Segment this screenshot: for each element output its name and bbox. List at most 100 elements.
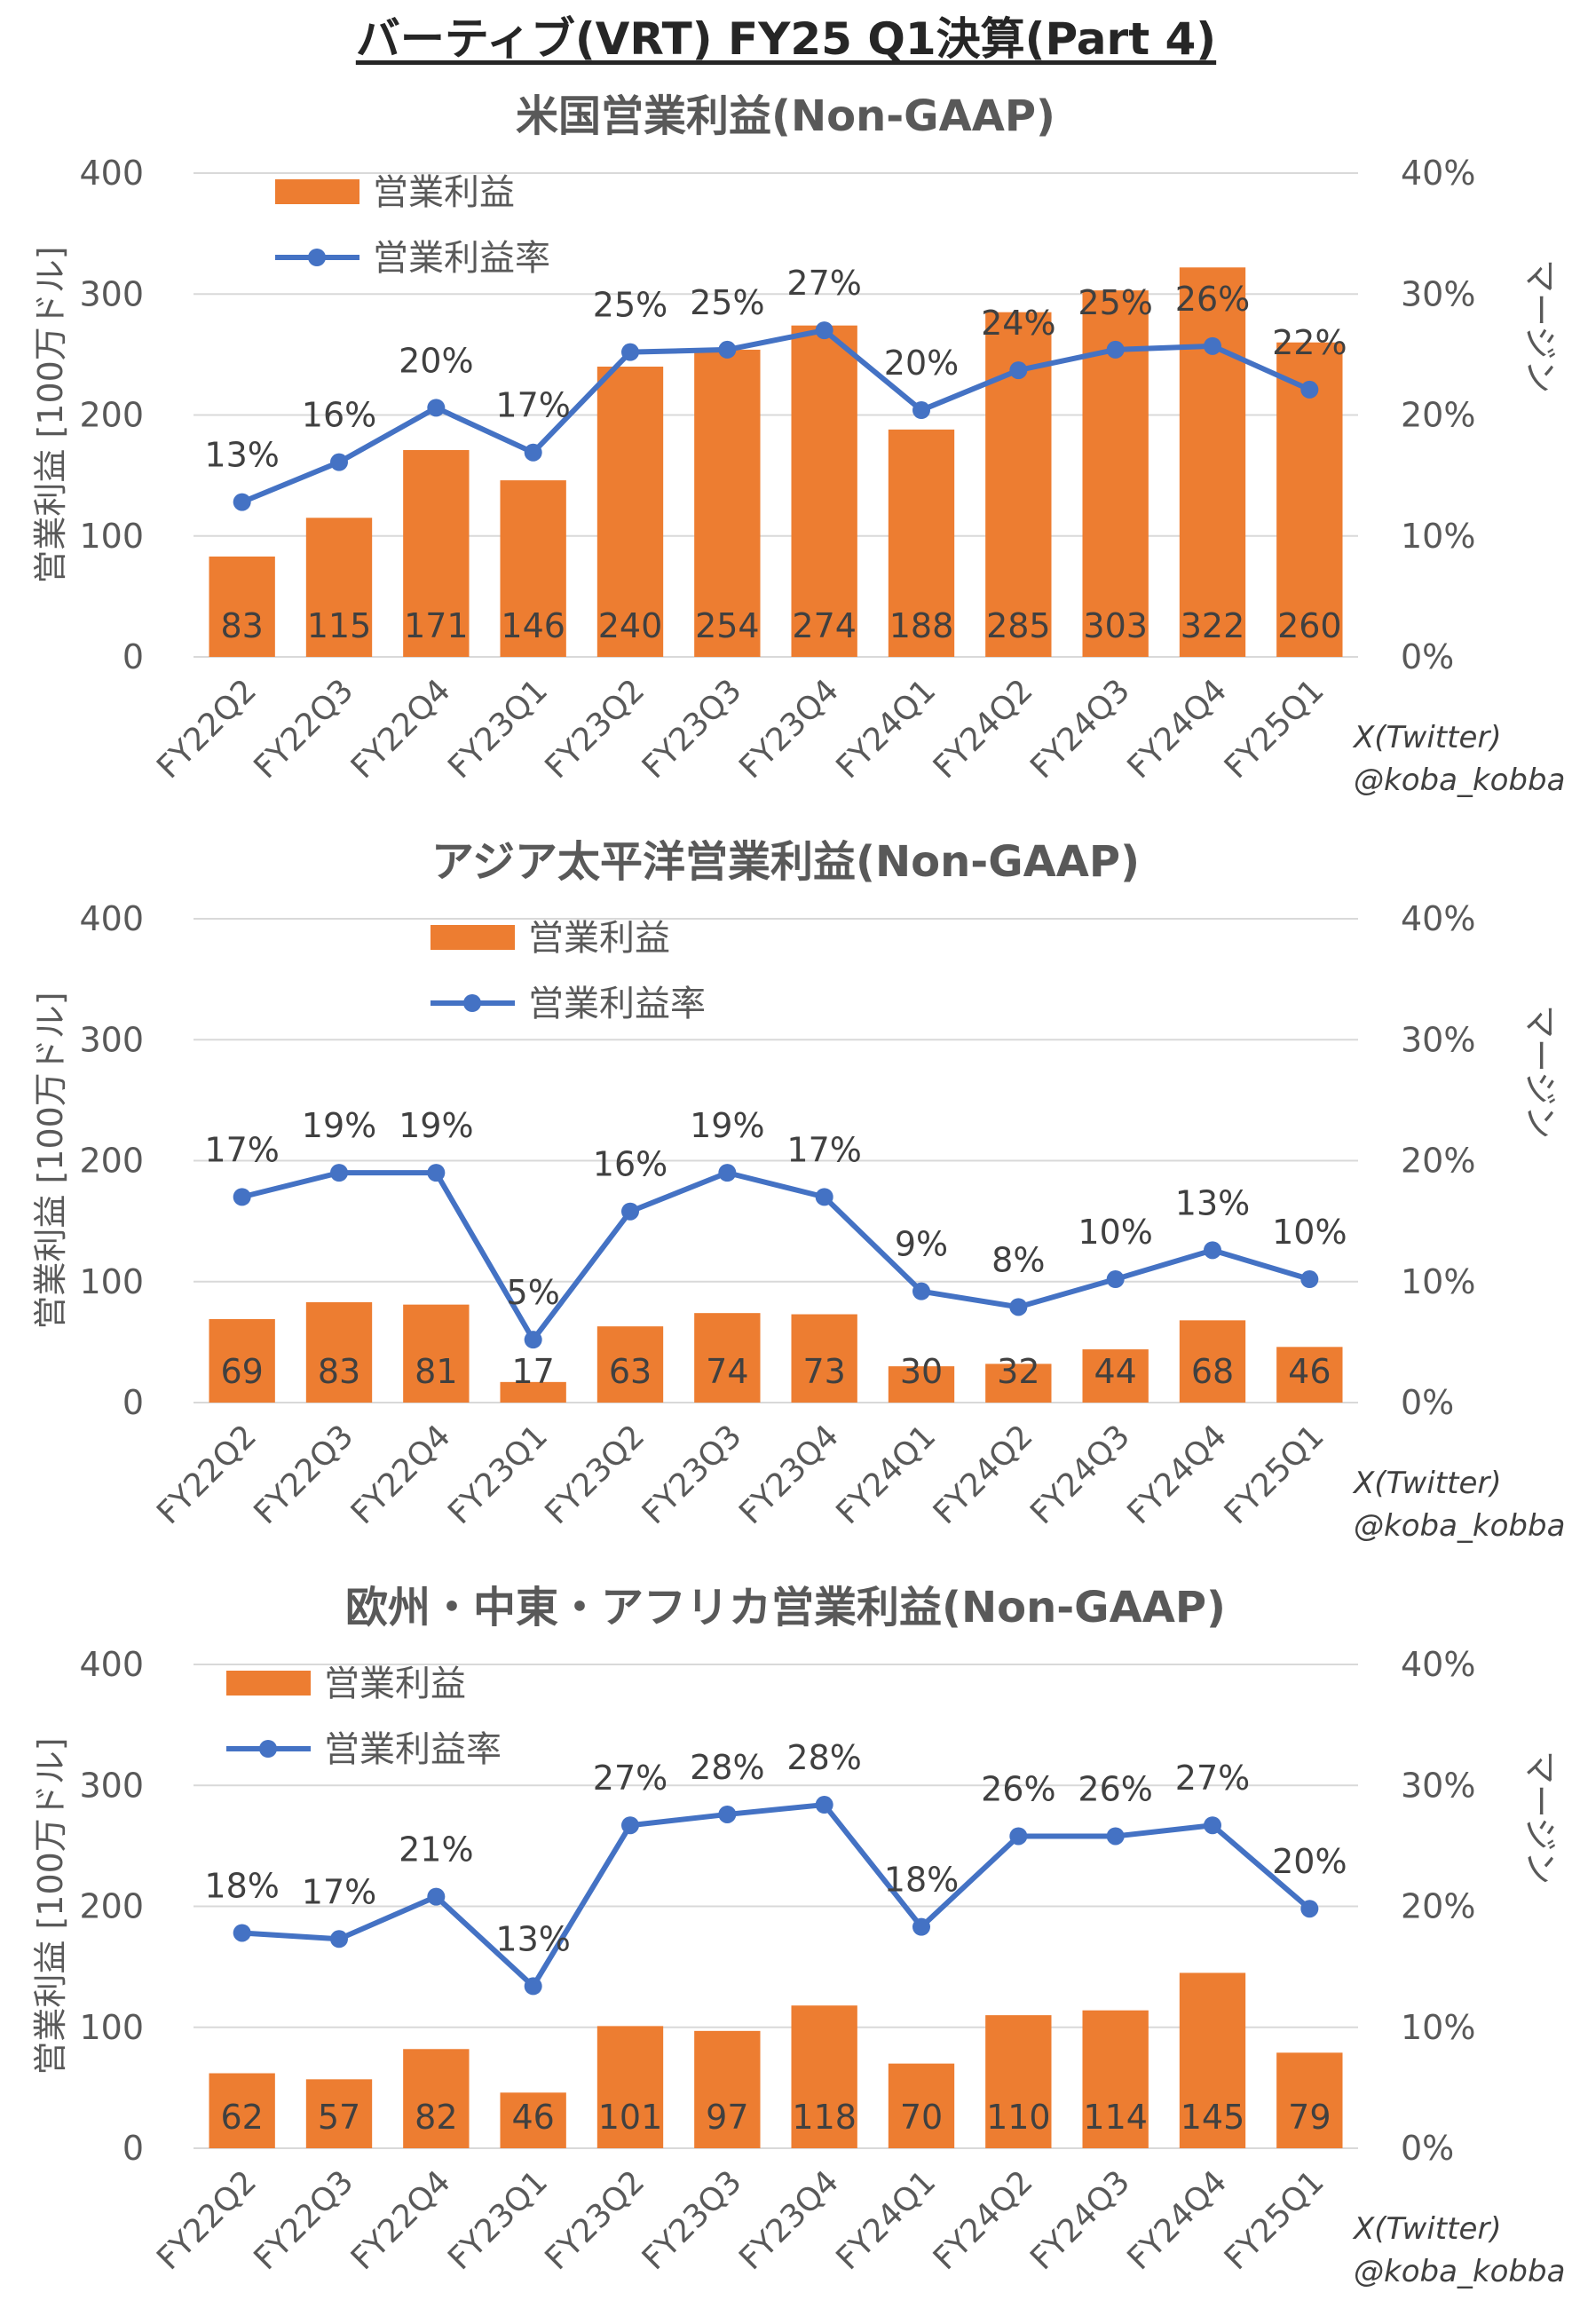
y-tick-label: 0 <box>122 1383 144 1422</box>
bar-value-label: 114 <box>1083 2098 1148 2137</box>
bar-value-label: 44 <box>1094 1352 1136 1391</box>
y2-axis-title: マージン <box>1521 1751 1560 1885</box>
y-tick-label: 300 <box>79 1766 144 1805</box>
bar-value-label: 240 <box>598 606 663 645</box>
bar <box>791 1314 857 1403</box>
legend-bar-swatch <box>275 179 359 204</box>
bar-value-label: 32 <box>997 1352 1039 1391</box>
bar-value-label: 260 <box>1277 606 1342 645</box>
margin-point <box>233 493 251 511</box>
credit-line-2: @koba_kobba <box>1354 763 1565 798</box>
margin-label: 8% <box>991 1240 1045 1279</box>
x-tick-label: FY22Q4 <box>344 1418 458 1531</box>
margin-point <box>330 1164 348 1182</box>
margin-label: 27% <box>1175 1759 1250 1798</box>
margin-line <box>241 1802 1312 1989</box>
y2-tick-label: 0% <box>1401 637 1454 676</box>
margin-label: 18% <box>204 1866 279 1905</box>
bar-value-label: 171 <box>404 606 469 645</box>
x-tick-label: FY24Q2 <box>927 1418 1040 1531</box>
bar <box>403 1304 470 1403</box>
bar-value-label: 322 <box>1181 606 1245 645</box>
x-tick-label: FY23Q4 <box>732 1418 846 1531</box>
bar-value-label: 74 <box>706 1352 748 1391</box>
margin-point <box>815 1796 833 1814</box>
bar <box>500 1381 566 1403</box>
chart-panel-us: 米国営業利益(Non-GAAP) 0 100 200 300 400 0% 10% 20% 30%… <box>0 84 1572 830</box>
margin-point <box>1106 1827 1125 1846</box>
bar-value-label: 110 <box>986 2098 1051 2137</box>
bar <box>694 349 761 657</box>
legend-bar-label: 営業利益 <box>373 172 515 213</box>
bar-value-label: 145 <box>1181 2098 1245 2137</box>
y-tick-label: 200 <box>79 1142 144 1181</box>
margin-label: 25% <box>593 286 668 325</box>
x-tick-label: FY23Q2 <box>539 2163 652 2277</box>
margin-label: 20% <box>1272 1842 1347 1881</box>
margin-label: 22% <box>1272 323 1347 362</box>
y-tick-label: 400 <box>79 899 144 938</box>
legend-line-label: 営業利益率 <box>528 984 706 1024</box>
x-tick-label: FY23Q4 <box>732 2163 846 2277</box>
legend-bar-label: 営業利益 <box>324 1664 466 1704</box>
margin-point <box>718 1164 737 1182</box>
bar <box>500 2092 566 2148</box>
margin-label: 19% <box>302 1106 376 1145</box>
y2-tick-label: 10% <box>1401 2008 1475 2047</box>
x-tick-label: FY23Q3 <box>636 2163 749 2277</box>
margin-point <box>233 1924 251 1942</box>
margin-point <box>1106 1270 1125 1289</box>
margin-point <box>330 1930 348 1949</box>
x-tick-label: FY23Q1 <box>441 1418 555 1531</box>
bar-value-label: 146 <box>501 606 565 645</box>
margin-label: 25% <box>690 283 764 322</box>
y-tick-label: 300 <box>79 274 144 313</box>
margin-point <box>1300 1270 1319 1289</box>
x-tick-label: FY23Q3 <box>636 672 749 786</box>
margin-point <box>524 1977 542 1996</box>
margin-label: 26% <box>1078 1769 1152 1808</box>
bar-value-label: 69 <box>220 1352 263 1391</box>
page-title: バーティブ(VRT) FY25 Q1決算(Part 4) <box>355 13 1217 65</box>
y2-tick-label: 40% <box>1401 154 1475 193</box>
bar-value-label: 83 <box>318 1352 360 1391</box>
chart-svg-emea: 欧州・中東・アフリカ営業利益(Non-GAAP) 0 100 200 300 400 0% 1… <box>31 1583 1565 2289</box>
y2-tick-label: 10% <box>1401 517 1475 556</box>
margin-point <box>427 399 446 417</box>
margin-label: 17% <box>495 386 570 425</box>
margin-point <box>1300 380 1319 399</box>
x-tick-label: FY22Q2 <box>150 1418 264 1531</box>
margin-label: 26% <box>1175 280 1250 319</box>
margin-point <box>1009 361 1028 380</box>
bar <box>985 1364 1052 1403</box>
bar <box>1082 2010 1149 2148</box>
margin-point <box>621 1816 639 1835</box>
bar-value-label: 63 <box>609 1352 652 1391</box>
bar <box>596 2026 664 2148</box>
credit-line-1: X(Twitter) <box>1352 2211 1502 2247</box>
bar <box>888 2063 955 2148</box>
bar <box>596 367 664 657</box>
x-tick-label: FY22Q2 <box>150 2163 264 2277</box>
bar <box>305 1301 373 1403</box>
margin-label: 16% <box>593 1145 668 1184</box>
chart-title: アジア太平洋営業利益(Non-GAAP) <box>431 837 1140 887</box>
margin-point <box>1009 1827 1028 1846</box>
chart-svg-us: 米国営業利益(Non-GAAP) 0 100 200 300 400 0% 10% 20% 30%… <box>31 91 1565 798</box>
x-tick-label: FY23Q4 <box>732 672 846 786</box>
bar-value-label: 101 <box>598 2098 663 2137</box>
x-tick-label: FY24Q3 <box>1023 2163 1137 2277</box>
margin-point <box>718 1805 737 1823</box>
bar <box>1179 1972 1246 2148</box>
margin-label: 19% <box>399 1106 473 1145</box>
chart-title: 米国営業利益(Non-GAAP) <box>516 91 1055 141</box>
bar <box>209 2073 275 2148</box>
bar-value-label: 70 <box>900 2098 943 2137</box>
margin-label: 27% <box>593 1759 668 1798</box>
credit-line-1: X(Twitter) <box>1352 720 1502 755</box>
bar-value-label: 285 <box>986 606 1051 645</box>
margin-point <box>912 1282 930 1300</box>
legend-line-marker <box>463 994 481 1012</box>
legend-bar-label: 営業利益 <box>528 918 670 959</box>
bar-value-label: 46 <box>1288 1352 1331 1391</box>
